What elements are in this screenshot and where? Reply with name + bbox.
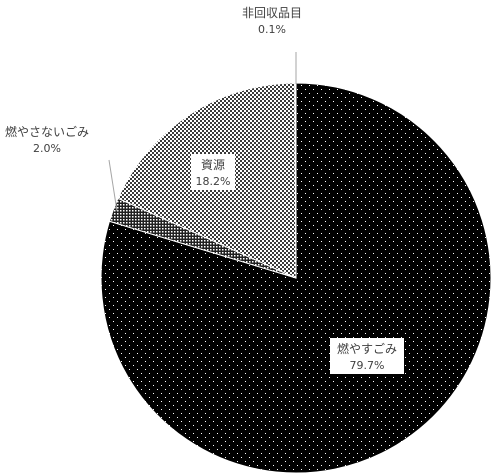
data-labels: 燃やすごみ 79.7% 燃やさないごみ 2.0% 資源 18.2% 非回収品目 0.1% bbox=[5, 6, 404, 374]
pie-slice-1 bbox=[100, 82, 492, 474]
leader-lines bbox=[108, 52, 297, 212]
slice-value-4: 0.1% bbox=[258, 23, 286, 36]
slice-value-1: 79.7% bbox=[350, 359, 385, 372]
slice-value-3: 18.2% bbox=[196, 175, 231, 188]
leader-line-2 bbox=[108, 159, 118, 212]
data-label-box-1 bbox=[330, 338, 404, 374]
pie-slices bbox=[100, 82, 492, 474]
data-label-box-3 bbox=[191, 154, 235, 190]
slice-label-4: 非回収品目 bbox=[242, 6, 302, 20]
slice-label-2: 燃やさないごみ bbox=[5, 124, 89, 139]
slice-value-2: 2.0% bbox=[33, 142, 61, 155]
slice-label-3: 資源 bbox=[201, 158, 225, 172]
slice-label-1: 燃やすごみ bbox=[337, 341, 397, 356]
